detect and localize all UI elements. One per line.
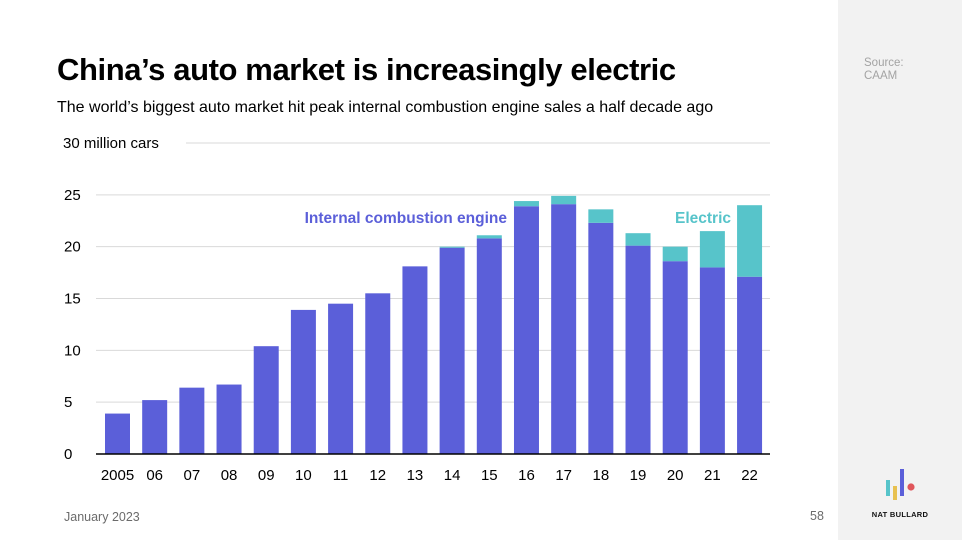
bar-ice: [142, 400, 168, 454]
source-label: Source:: [864, 57, 904, 69]
bar-electric: [551, 195, 577, 205]
bar-electric: [476, 235, 502, 239]
bar-ice: [439, 247, 465, 454]
x-tick-label: 17: [555, 467, 572, 484]
x-tick-label: 11: [333, 467, 349, 484]
bar-electric: [699, 231, 725, 268]
footer-date: January 2023: [64, 510, 140, 524]
x-tick-label: 16: [518, 467, 535, 484]
y-tick-label: 0: [64, 446, 72, 463]
series-label-ice: Internal combustion engine: [305, 210, 508, 227]
bar-ice: [105, 413, 130, 454]
source-note: Source: CAAM: [864, 57, 954, 83]
y-tick-label: 15: [64, 291, 81, 308]
y-tick-label: 20: [64, 239, 81, 256]
bar-ice: [253, 346, 279, 454]
bar-ice: [216, 384, 242, 454]
bar-ice: [551, 204, 577, 454]
bar-electric: [513, 201, 539, 207]
bar-ice: [588, 222, 614, 454]
bar-ice: [699, 267, 725, 454]
series-label-electric: Electric: [675, 210, 731, 227]
sidebar-panel: [838, 0, 962, 540]
brand-logo-icon: [886, 469, 915, 500]
brand-name: NAT BULLARD: [871, 510, 929, 519]
x-tick-label: 18: [592, 467, 609, 484]
x-tick-label: 10: [295, 467, 312, 484]
bar-ice: [625, 245, 651, 454]
x-tick-label: 08: [221, 467, 238, 484]
x-tick-label: 07: [184, 467, 201, 484]
bar-ice: [179, 387, 205, 454]
source-name: CAAM: [864, 70, 898, 82]
x-tick-label: 09: [258, 467, 275, 484]
x-tick-label: 19: [630, 467, 647, 484]
x-tick-label: 22: [741, 467, 758, 484]
page-number: 58: [810, 509, 824, 523]
x-tick-label: 2005: [101, 467, 134, 484]
bar-ice: [662, 261, 688, 454]
stacked-bar-chart: 0 5 10 15 20 25 30 million cars 2005 06 07 08 09 10 1…: [63, 135, 770, 484]
x-tick-label: 14: [444, 467, 461, 484]
bar-ice: [365, 293, 391, 454]
bar-ice: [328, 303, 354, 454]
page-subtitle: The world’s biggest auto market hit peak…: [57, 99, 714, 116]
bar-electric: [588, 209, 614, 223]
x-tick-label: 12: [369, 467, 386, 484]
bar-ice: [402, 266, 428, 454]
x-tick-label: 06: [146, 467, 163, 484]
x-tick-label: 21: [704, 467, 721, 484]
bar-ice: [737, 276, 763, 454]
y-tick-label: 25: [64, 187, 81, 204]
bar-ice: [513, 206, 539, 454]
bar-electric: [737, 205, 763, 277]
bar-ice: [290, 309, 316, 454]
y-tick-label: 5: [64, 394, 72, 411]
x-tick-label: 20: [667, 467, 684, 484]
bar-electric: [625, 233, 651, 246]
y-tick-label: 10: [64, 342, 81, 359]
y-tick-label: 30 million cars: [63, 135, 159, 152]
x-tick-label: 15: [481, 467, 498, 484]
bar-electric: [439, 246, 465, 248]
bar-electric: [662, 246, 688, 262]
bar-ice: [476, 238, 502, 454]
page-title: China’s auto market is increasingly elec…: [57, 52, 676, 87]
x-tick-label: 13: [407, 467, 424, 484]
